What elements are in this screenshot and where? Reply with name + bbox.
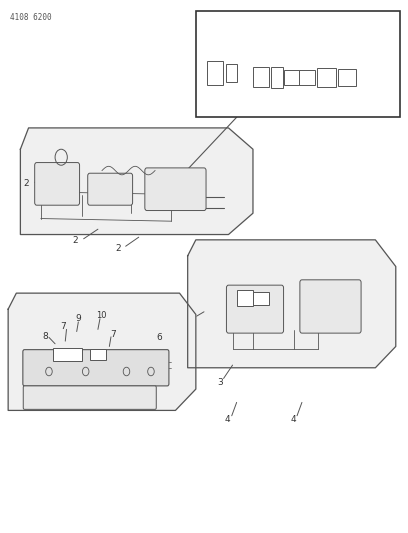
Text: 4: 4 [225,415,231,424]
Text: 8: 8 [42,333,48,341]
Polygon shape [188,240,396,368]
Polygon shape [20,128,253,235]
Text: 2: 2 [177,176,182,184]
Bar [253,67,269,87]
FancyBboxPatch shape [35,163,80,205]
Text: 3: 3 [217,378,223,386]
Text: 2: 2 [24,180,29,188]
Text: 4108 6200: 4108 6200 [10,13,52,22]
FancyBboxPatch shape [226,285,284,333]
Text: 5: 5 [266,318,272,327]
Bar [53,348,82,361]
Bar [253,292,269,305]
FancyBboxPatch shape [300,280,361,333]
FancyBboxPatch shape [23,350,169,386]
Bar [237,290,253,306]
Text: 10: 10 [96,311,106,320]
Text: 7: 7 [111,330,116,339]
Text: 8: 8 [157,362,163,370]
FancyBboxPatch shape [23,386,156,409]
FancyBboxPatch shape [88,173,133,205]
Bar [196,11,400,117]
Bar [271,67,283,88]
Bar [226,63,237,82]
Bar [338,69,356,86]
Text: 1: 1 [369,45,375,53]
Text: 7: 7 [60,322,66,331]
Text: 2: 2 [73,237,78,245]
Bar [284,70,300,85]
Bar [207,61,223,85]
Text: 1: 1 [369,63,375,71]
Bar [317,68,336,86]
Text: 6: 6 [156,333,162,342]
Bar [299,70,315,85]
Bar [90,349,106,360]
Polygon shape [8,293,196,410]
Text: 4: 4 [291,415,297,424]
FancyBboxPatch shape [145,168,206,211]
Text: 9: 9 [76,314,82,323]
Text: 2: 2 [115,245,121,253]
